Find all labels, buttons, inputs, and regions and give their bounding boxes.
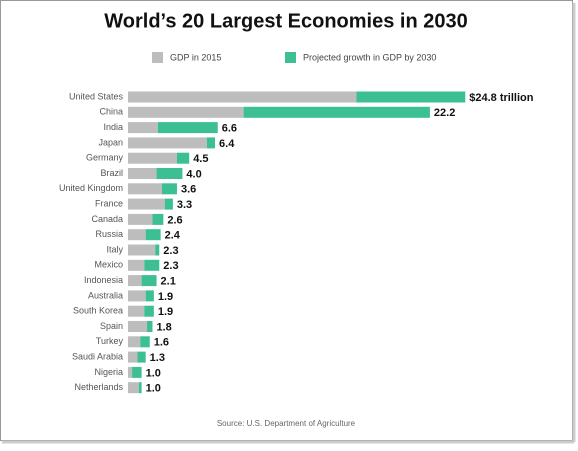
- bar-segment: [144, 259, 160, 271]
- bar-segment: [132, 366, 142, 378]
- y-tick-label: United Kingdom: [59, 183, 123, 193]
- bar-segment: [128, 244, 156, 256]
- total-label: 6.6: [222, 123, 237, 135]
- bar-segment: [176, 152, 190, 164]
- bar-segment: [162, 183, 177, 195]
- bar-segment: [128, 305, 145, 317]
- bar-segment: [157, 122, 218, 134]
- y-tick-label: Italy: [106, 244, 123, 254]
- bar-segment: [128, 106, 244, 118]
- total-label: 2.3: [163, 245, 178, 257]
- legend-label: GDP in 2015: [170, 52, 221, 62]
- y-tick-label: India: [103, 122, 123, 132]
- total-label: 1.8: [156, 321, 171, 333]
- bar-segment: [128, 351, 138, 363]
- y-tick-label: Spain: [100, 321, 123, 331]
- total-label: 2.1: [161, 276, 176, 288]
- total-label: 2.4: [165, 230, 181, 242]
- bar-segment: [243, 106, 430, 118]
- total-label: 1.3: [150, 352, 165, 364]
- total-label: 2.3: [163, 260, 178, 272]
- legend-swatch: [152, 52, 163, 63]
- total-label: 3.3: [177, 199, 192, 211]
- y-tick-label: Nigeria: [94, 367, 123, 377]
- chart-title: World’s 20 Largest Economies in 2030: [104, 10, 467, 32]
- y-tick-label: France: [95, 198, 123, 208]
- bar-segment: [144, 305, 154, 317]
- legend-swatch: [285, 52, 296, 63]
- bar-segment: [128, 229, 146, 241]
- total-label: 4.5: [193, 153, 208, 165]
- bar-segment: [155, 244, 160, 256]
- total-label: 3.6: [181, 184, 196, 196]
- y-tick-label: China: [99, 107, 123, 117]
- total-label: 1.9: [158, 306, 173, 318]
- total-label: 1.9: [158, 291, 173, 303]
- bar-segment: [128, 91, 357, 103]
- bar-segment: [145, 290, 154, 302]
- y-tick-label: Saudi Arabia: [72, 351, 123, 361]
- bar-segment: [137, 351, 146, 363]
- bar-segment: [141, 275, 157, 287]
- y-tick-label: Japan: [98, 137, 123, 147]
- bar-segment: [206, 137, 216, 149]
- bar-segment: [128, 321, 148, 332]
- y-tick-label: Russia: [95, 229, 123, 239]
- bar-segment: [128, 382, 139, 394]
- bar-segment: [138, 382, 142, 394]
- bar-segment: [128, 213, 153, 225]
- bar-segment: [147, 321, 153, 332]
- bar-segment: [128, 168, 157, 179]
- bar-segment: [152, 213, 164, 225]
- total-label: 2.6: [167, 214, 182, 226]
- y-tick-label: Mexico: [94, 260, 123, 270]
- bar-segment: [128, 122, 158, 134]
- bar-segment: [128, 137, 207, 149]
- bar-segment: [128, 275, 142, 287]
- y-tick-label: Indonesia: [84, 275, 123, 285]
- bar-segment: [164, 198, 173, 210]
- bar-segment: [128, 152, 177, 164]
- bar-segment: [128, 290, 146, 302]
- bar-segment: [145, 229, 161, 241]
- bar-segment: [156, 168, 183, 179]
- y-tick-label: United States: [69, 91, 124, 101]
- total-label: 1.0: [146, 383, 161, 395]
- bar-segment: [128, 198, 165, 210]
- y-tick-label: South Korea: [73, 306, 123, 316]
- total-label: 1.6: [154, 337, 169, 349]
- bar-segment: [140, 336, 150, 348]
- bar-segment: [128, 259, 145, 271]
- bar-segment: [128, 183, 162, 195]
- legend-label: Projected growth in GDP by 2030: [303, 52, 436, 62]
- total-label: 22.2: [434, 107, 455, 119]
- y-tick-label: Germany: [86, 153, 124, 163]
- y-tick-label: Brazil: [100, 168, 123, 178]
- y-tick-label: Netherlands: [74, 382, 123, 392]
- bar-segment: [128, 336, 141, 348]
- bar-segment: [128, 366, 133, 378]
- total-label: 6.4: [219, 138, 235, 150]
- y-tick-label: Australia: [88, 290, 123, 300]
- total-label: $24.8 trillion: [469, 92, 533, 104]
- y-tick-label: Canada: [91, 214, 123, 224]
- total-label: 4.0: [186, 168, 201, 180]
- total-label: 1.0: [146, 367, 161, 379]
- frame: [0, 0, 573, 441]
- bar-segment: [356, 91, 466, 103]
- y-tick-label: Turkey: [96, 336, 124, 346]
- source: Source: U.S. Department of Agriculture: [217, 419, 356, 428]
